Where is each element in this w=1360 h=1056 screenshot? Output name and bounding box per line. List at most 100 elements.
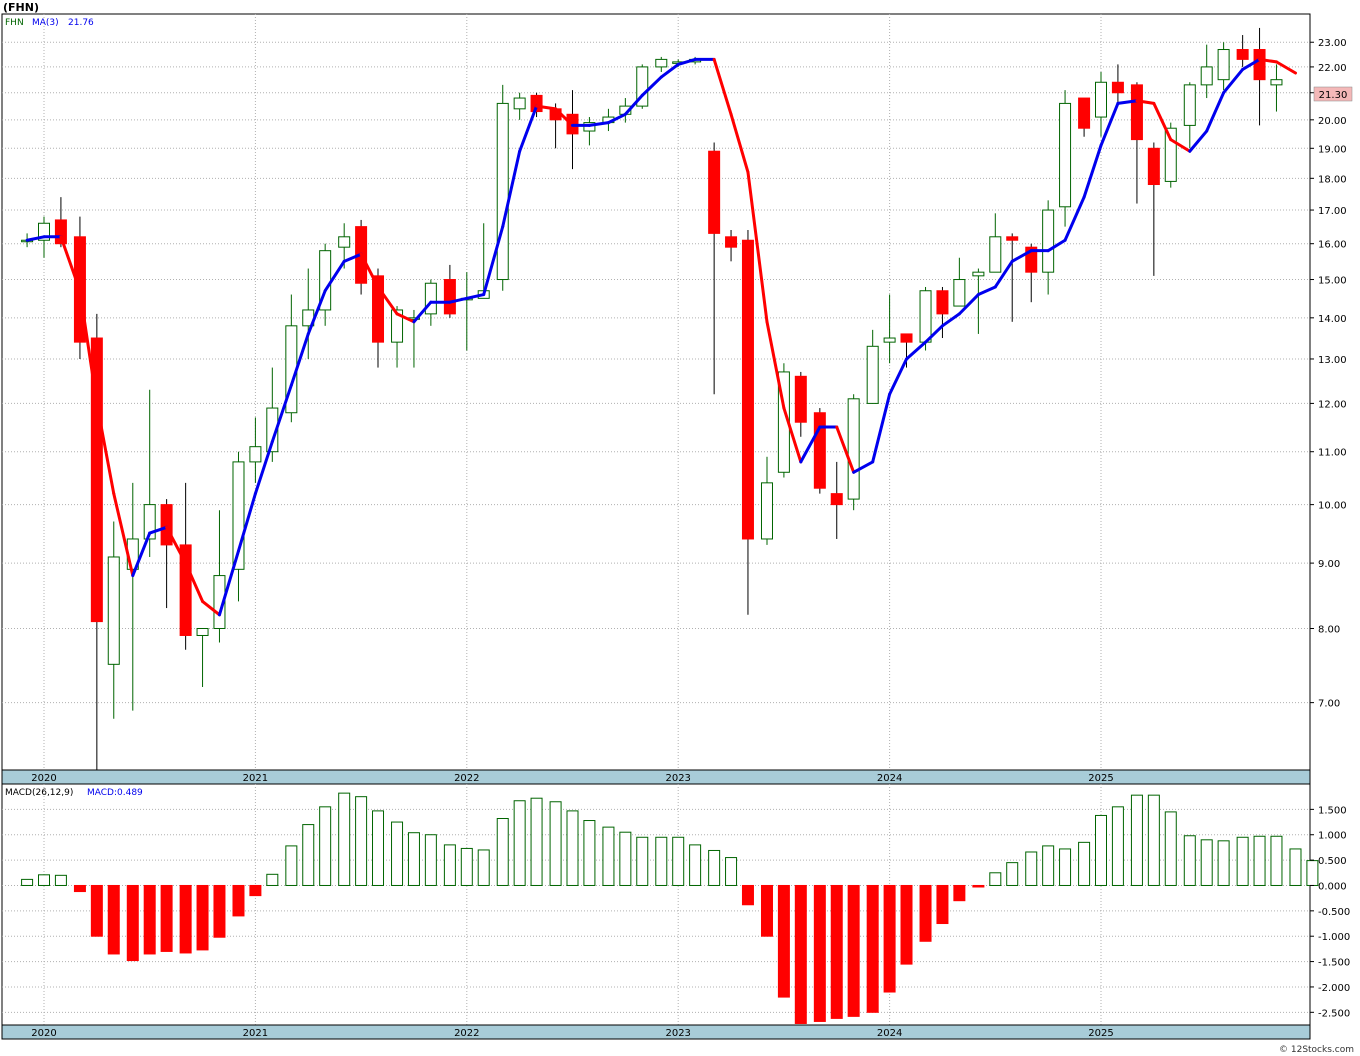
macd-bar-negative bbox=[249, 884, 262, 897]
ma-segment bbox=[395, 312, 416, 324]
candle-body bbox=[160, 504, 173, 546]
macd-bar-positive bbox=[1217, 840, 1230, 886]
ma-segment bbox=[676, 57, 697, 66]
macd-bar-negative bbox=[73, 884, 86, 893]
ma-segment bbox=[112, 492, 135, 578]
macd-x-tick-label: 2023 bbox=[665, 1028, 690, 1039]
ma-segment bbox=[1274, 60, 1297, 75]
ma-segment bbox=[729, 112, 750, 174]
candle-body bbox=[883, 337, 896, 343]
candle-body bbox=[496, 102, 509, 281]
macd-bar-positive bbox=[1095, 814, 1107, 886]
candle-body bbox=[1025, 246, 1038, 273]
candle-body bbox=[232, 461, 245, 570]
ma-segment bbox=[640, 75, 663, 97]
ma-segment bbox=[201, 599, 221, 617]
ma-segment bbox=[535, 104, 558, 111]
ma-segment bbox=[1046, 238, 1067, 253]
candle-body bbox=[741, 239, 754, 540]
ma-segment bbox=[359, 252, 380, 289]
price-x-tick-label: 2022 bbox=[454, 773, 479, 784]
ma-segment bbox=[1205, 91, 1226, 133]
macd-bar-negative bbox=[919, 884, 932, 942]
macd-bar-negative bbox=[760, 884, 773, 937]
macd-bar-positive bbox=[1236, 836, 1249, 886]
candle-body bbox=[513, 97, 526, 110]
ma-segment bbox=[1116, 99, 1139, 105]
macd-bar-positive bbox=[989, 872, 1002, 886]
macd-y-tick-label: 1.000 bbox=[1318, 831, 1347, 842]
macd-bar-positive bbox=[1183, 835, 1196, 886]
macd-bar-positive bbox=[266, 873, 279, 886]
price-y-tick-label: 15.00 bbox=[1318, 276, 1347, 287]
ma-segment bbox=[712, 57, 733, 116]
ma-segment bbox=[518, 104, 539, 153]
last-price-value: 21.30 bbox=[1319, 90, 1348, 101]
price-y-tick-label: 10.00 bbox=[1318, 501, 1347, 512]
price-y-tick-label: 23.00 bbox=[1318, 38, 1347, 49]
ma-segment bbox=[95, 401, 116, 496]
price-y-tick-label: 11.00 bbox=[1318, 448, 1347, 459]
candle-body bbox=[1183, 84, 1196, 126]
price-y-tick-label: 18.00 bbox=[1318, 174, 1347, 185]
ma-segment bbox=[1241, 57, 1262, 71]
price-y-axis: 7.00 8.00 9.00 10.00 11.00 12.00 13.00 14.00 15.… bbox=[1310, 38, 1347, 710]
candle-body bbox=[424, 282, 437, 315]
macd-x-tick-label: 2024 bbox=[877, 1028, 902, 1039]
candle-body bbox=[54, 219, 67, 245]
candle-body bbox=[919, 290, 932, 343]
candle-body bbox=[866, 345, 879, 404]
ma-segment bbox=[587, 121, 610, 127]
ma-segment bbox=[1222, 67, 1245, 95]
candle-body bbox=[936, 290, 949, 315]
macd-bar-positive bbox=[302, 824, 315, 886]
candle-body bbox=[443, 279, 456, 315]
macd-bar-positive bbox=[460, 847, 473, 886]
candle-body bbox=[847, 398, 860, 500]
macd-y-tick-label: -1.000 bbox=[1318, 932, 1350, 943]
ma-segment bbox=[1169, 138, 1192, 153]
candle-body bbox=[1236, 49, 1249, 60]
candle-body bbox=[143, 504, 156, 540]
macd-bar-negative bbox=[213, 884, 226, 938]
ma-segment bbox=[148, 525, 169, 535]
ma-segment bbox=[940, 312, 961, 328]
candle-body bbox=[708, 150, 721, 234]
price-y-tick-label: 8.00 bbox=[1318, 624, 1340, 635]
macd-bar-positive bbox=[443, 844, 456, 886]
macd-grid bbox=[2, 784, 1310, 1025]
ma-segment bbox=[765, 320, 786, 410]
macd-bar-positive bbox=[1200, 839, 1213, 886]
macd-bar-positive bbox=[1006, 862, 1019, 886]
ma-segment bbox=[905, 340, 928, 361]
price-x-tick-label: 2023 bbox=[665, 773, 690, 784]
macd-bar-positive bbox=[1147, 794, 1160, 886]
macd-bar-positive bbox=[636, 836, 649, 886]
candle-body bbox=[813, 412, 826, 489]
price-y-tick-label: 17.00 bbox=[1318, 206, 1347, 217]
ma-segment bbox=[957, 293, 980, 316]
candle-body bbox=[391, 309, 404, 343]
candle-body bbox=[1164, 127, 1177, 182]
last-price-badge bbox=[1313, 86, 1353, 102]
ma-segment bbox=[782, 406, 803, 464]
macd-bar-positive bbox=[549, 801, 562, 886]
macd-bar-positive bbox=[1270, 835, 1283, 886]
macd-bar-positive bbox=[424, 834, 437, 886]
candle-body bbox=[953, 279, 966, 307]
macd-bar-negative bbox=[813, 884, 826, 1022]
macd-bar-positive bbox=[725, 857, 738, 886]
macd-bar-negative bbox=[830, 884, 843, 1019]
macd-bar-negative bbox=[179, 884, 192, 954]
price-x-tick-label: 2021 bbox=[243, 773, 268, 784]
macd-y-tick-label: -1.500 bbox=[1318, 958, 1350, 969]
macd-bar-positive bbox=[54, 874, 67, 886]
macd-bar-negative bbox=[741, 884, 754, 906]
watermark: © 12Stocks.com bbox=[1279, 1045, 1354, 1055]
ma-segment bbox=[289, 332, 310, 387]
price-candles bbox=[21, 27, 1283, 770]
candle-body bbox=[1270, 79, 1283, 86]
macd-bar-positive bbox=[1306, 860, 1319, 886]
ma-segment bbox=[1063, 195, 1086, 242]
macd-x-tick-label: 2020 bbox=[31, 1028, 56, 1039]
